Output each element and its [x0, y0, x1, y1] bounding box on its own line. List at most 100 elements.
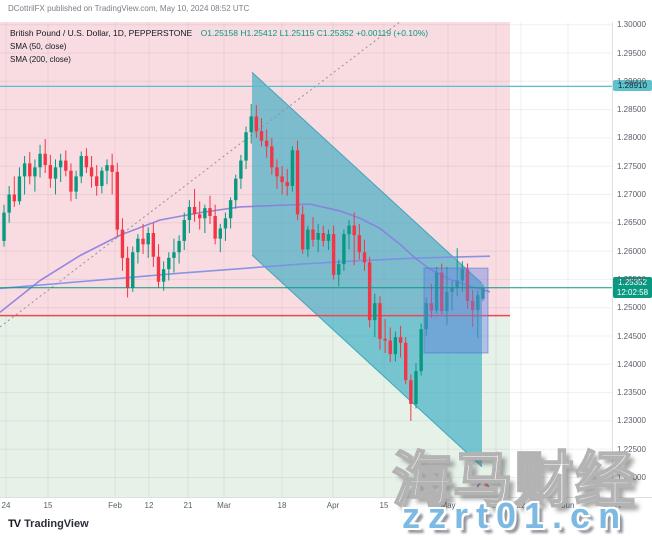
candle-body — [79, 156, 83, 177]
candle-body — [476, 295, 480, 310]
candle-body — [275, 167, 279, 177]
time-tick-label: Jun — [561, 501, 575, 510]
candle-body — [295, 150, 300, 215]
candle-body — [17, 176, 22, 202]
time-axis[interactable]: 24 15 Feb 12 21 Mar 18 Apr 15 May 13 22 Jun 17 — [0, 497, 652, 515]
price-tick-label: 1.22000 — [617, 473, 646, 482]
indicator-row-sma200[interactable]: SMA (200, close) — [10, 55, 71, 64]
candle-body — [182, 219, 186, 241]
price-tick-label: 1.27500 — [617, 161, 646, 171]
sma50-line — [0, 203, 491, 313]
price-tick-label: 1.23000 — [617, 416, 646, 426]
candle-body — [203, 208, 207, 219]
price-tick-label: 1.28500 — [617, 105, 646, 115]
candle-body — [270, 146, 274, 168]
candle-body — [156, 256, 161, 282]
tradingview-logo-icon: TV — [8, 518, 21, 530]
price-tick-label: 1.28000 — [617, 133, 646, 143]
watermark-chinese: 海马财经 — [391, 446, 636, 515]
candle-body — [110, 165, 114, 172]
candle-body — [440, 272, 444, 312]
candle-body — [357, 235, 362, 253]
candle-body — [342, 234, 346, 265]
price-tick-label: 1.23500 — [617, 388, 646, 398]
last-price-value: 1.25352 — [618, 278, 647, 288]
price-tick-label: 1.29500 — [617, 48, 646, 58]
symbol-row[interactable]: British Pound / U.S. Dollar, 1D, PEPPERS… — [10, 25, 428, 40]
candle-body — [465, 269, 470, 301]
candle-body — [120, 229, 125, 258]
candle-body — [301, 214, 305, 250]
candle-body — [460, 269, 465, 281]
price-tick-label: 1.22500 — [617, 444, 646, 454]
price-tick-label: 1.24500 — [617, 331, 646, 341]
candle-body — [115, 171, 119, 230]
brand-footer[interactable]: TV TradingView — [8, 518, 89, 530]
time-tick-label: 15 — [43, 501, 53, 510]
time-tick-label: 17 — [613, 501, 623, 510]
watermark-site: zzrt01.cn — [402, 495, 629, 536]
tradingview-logo-text: TradingView — [24, 518, 89, 530]
chart-legend: British Pound / U.S. Dollar, 1D, PEPPERS… — [10, 25, 428, 66]
candle-body — [100, 170, 104, 187]
candle-body — [69, 170, 73, 192]
time-tick-label: 24 — [1, 501, 11, 510]
chart-surface[interactable] — [0, 22, 612, 497]
candle-body — [223, 218, 228, 229]
candle-body — [95, 176, 99, 187]
candle-body — [316, 232, 320, 240]
candle-body — [177, 240, 181, 253]
level-price-label: 1.28910 — [613, 80, 652, 92]
channel-drawing — [252, 72, 482, 467]
time-tick-label: 21 — [183, 501, 193, 510]
symbol-title: British Pound / U.S. Dollar, 1D, PEPPERS… — [10, 28, 193, 38]
time-tick-label: 13 — [491, 501, 501, 510]
candle-body — [33, 167, 37, 177]
candle-body — [161, 269, 166, 282]
time-tick-label: 12 — [144, 501, 154, 510]
candle-body — [373, 303, 377, 321]
candle-body — [2, 212, 6, 241]
candle-body — [285, 182, 289, 187]
candle-body — [48, 165, 53, 179]
candle-body — [234, 178, 238, 201]
price-tick-label: 1.24000 — [617, 359, 646, 369]
candle-body — [84, 156, 89, 168]
time-tick-label: Feb — [108, 501, 122, 510]
candle-body — [74, 176, 78, 192]
candle-body — [306, 229, 310, 250]
time-tick-label: 22 — [516, 501, 526, 510]
price-tick-label: 1.25000 — [617, 303, 646, 313]
attribution-text[interactable]: DCottrilFX published on TradingView.com,… — [8, 4, 250, 13]
channel-lower-edge — [251, 254, 483, 468]
candle-body — [7, 194, 11, 213]
candle-body — [58, 160, 63, 168]
channel-upper-edge — [251, 71, 483, 284]
candle-body — [383, 338, 387, 341]
candle-body — [38, 153, 42, 168]
candle-body — [429, 303, 434, 311]
candle-body — [393, 337, 398, 355]
candle-body — [131, 252, 135, 288]
candle-body — [367, 262, 372, 321]
candle-body — [264, 140, 269, 147]
sma200-line — [0, 255, 491, 290]
indicator-row-sma50[interactable]: SMA (50, close) — [10, 42, 67, 51]
candle-body — [105, 165, 109, 171]
candle-body — [337, 264, 341, 275]
candle-body — [208, 208, 212, 217]
candle-body — [239, 160, 243, 179]
candle-body — [141, 238, 145, 245]
ohlc-values: O1.25158 H1.25412 L1.25115 C1.25352 +0.0… — [200, 28, 429, 38]
candle-body — [311, 229, 315, 240]
candle-body — [445, 291, 449, 312]
candle-body — [409, 380, 413, 404]
last-price-label: 1.25352 12:02:58 — [613, 277, 652, 299]
bar-countdown: 12:02:58 — [616, 287, 649, 297]
candle-body — [192, 206, 197, 215]
candle-body — [352, 225, 356, 236]
price-axis[interactable]: 1.28910 1.25352 12:02:58 1.30000 1.29500 1… — [612, 20, 652, 497]
candle-body — [362, 252, 367, 263]
candle-body — [43, 153, 47, 166]
price-tick-label: 1.25500 — [617, 274, 646, 284]
